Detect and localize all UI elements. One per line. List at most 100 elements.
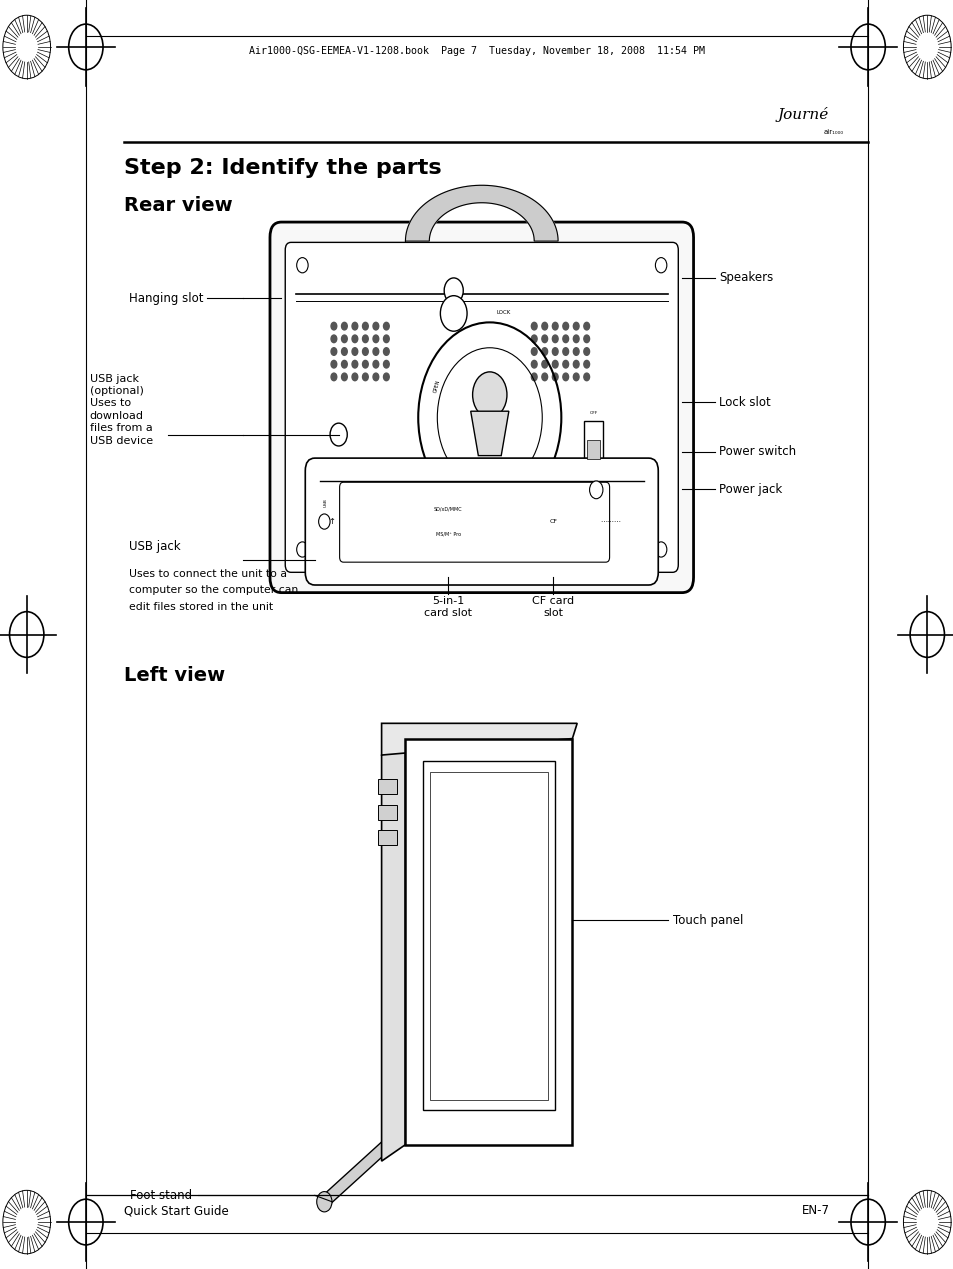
Text: SD/xD/MMC: SD/xD/MMC (434, 506, 462, 511)
Circle shape (531, 348, 537, 355)
Text: Quick Start Guide: Quick Start Guide (124, 1204, 229, 1217)
Bar (317, 461, 333, 491)
Circle shape (562, 348, 568, 355)
Circle shape (331, 348, 336, 355)
Circle shape (383, 322, 389, 330)
Circle shape (352, 348, 357, 355)
Circle shape (444, 278, 463, 303)
Circle shape (373, 322, 378, 330)
Circle shape (589, 481, 602, 499)
Text: MS/M⁺ Pro: MS/M⁺ Pro (436, 532, 460, 537)
Text: ON: ON (590, 491, 597, 495)
Circle shape (541, 335, 547, 343)
Circle shape (383, 360, 389, 368)
Text: Step 2: Identify the parts: Step 2: Identify the parts (124, 157, 441, 178)
Circle shape (562, 360, 568, 368)
Circle shape (573, 348, 578, 355)
Circle shape (552, 373, 558, 381)
Circle shape (352, 335, 357, 343)
Text: Journé: Journé (777, 107, 828, 122)
Circle shape (362, 322, 368, 330)
Text: Foot stand: Foot stand (130, 1189, 192, 1202)
Circle shape (531, 322, 537, 330)
Text: LOCK: LOCK (497, 310, 511, 315)
Circle shape (583, 322, 589, 330)
Circle shape (552, 322, 558, 330)
Circle shape (352, 373, 357, 381)
Circle shape (583, 360, 589, 368)
Circle shape (362, 335, 368, 343)
Circle shape (562, 322, 568, 330)
Circle shape (541, 322, 547, 330)
Circle shape (541, 373, 547, 381)
Text: air₁₀₀₀: air₁₀₀₀ (822, 129, 842, 136)
Circle shape (373, 373, 378, 381)
Bar (377, 830, 396, 845)
Text: CF: CF (549, 519, 557, 524)
Text: ⋯⋯⋯: ⋯⋯⋯ (599, 519, 620, 524)
Circle shape (573, 322, 578, 330)
Circle shape (362, 360, 368, 368)
Bar (377, 779, 396, 794)
Circle shape (531, 335, 537, 343)
Circle shape (331, 360, 336, 368)
FancyBboxPatch shape (339, 482, 609, 562)
Text: Rear view: Rear view (124, 197, 233, 214)
Circle shape (440, 296, 467, 331)
Text: computer so the computer can: computer so the computer can (129, 585, 297, 595)
Text: Power switch: Power switch (719, 445, 796, 458)
Text: USB jack
(optional)
Uses to
download
files from a
USB device: USB jack (optional) Uses to download fil… (90, 373, 152, 445)
Circle shape (341, 322, 347, 330)
Text: Touch panel: Touch panel (672, 914, 742, 926)
Polygon shape (381, 723, 577, 755)
Circle shape (341, 348, 347, 355)
Circle shape (373, 335, 378, 343)
Polygon shape (405, 739, 572, 1145)
Polygon shape (405, 185, 558, 241)
Text: Air1000-QSG-EEMEA-V1-1208.book  Page 7  Tuesday, November 18, 2008  11:54 PM: Air1000-QSG-EEMEA-V1-1208.book Page 7 Tu… (249, 46, 704, 56)
Text: 5-in-1
card slot: 5-in-1 card slot (424, 596, 472, 618)
Circle shape (552, 360, 558, 368)
Circle shape (352, 322, 357, 330)
Circle shape (362, 373, 368, 381)
Text: USB jack: USB jack (129, 541, 180, 553)
Polygon shape (321, 1114, 417, 1207)
Text: USB: USB (323, 499, 327, 508)
Circle shape (316, 1192, 332, 1212)
Text: CF card
slot: CF card slot (532, 596, 574, 618)
Text: OFF: OFF (589, 411, 597, 415)
Circle shape (383, 373, 389, 381)
FancyBboxPatch shape (285, 242, 678, 572)
Circle shape (383, 348, 389, 355)
FancyBboxPatch shape (270, 222, 693, 593)
Circle shape (583, 348, 589, 355)
Text: edit files stored in the unit: edit files stored in the unit (129, 602, 273, 612)
Circle shape (573, 335, 578, 343)
Circle shape (552, 348, 558, 355)
Text: Left view: Left view (124, 666, 225, 684)
Circle shape (583, 373, 589, 381)
Text: OPEN: OPEN (433, 378, 441, 393)
Circle shape (373, 360, 378, 368)
Polygon shape (422, 761, 555, 1110)
Text: Hanging slot: Hanging slot (129, 292, 203, 305)
Text: Uses to connect the unit to a: Uses to connect the unit to a (129, 569, 287, 579)
Polygon shape (381, 739, 405, 1161)
Bar (586, 440, 599, 459)
Circle shape (373, 348, 378, 355)
Circle shape (383, 335, 389, 343)
Circle shape (573, 360, 578, 368)
Polygon shape (470, 411, 508, 456)
Circle shape (352, 360, 357, 368)
Circle shape (541, 348, 547, 355)
Text: EN-7: EN-7 (801, 1204, 829, 1217)
Text: ↑: ↑ (328, 516, 335, 527)
FancyBboxPatch shape (305, 458, 658, 585)
Circle shape (531, 360, 537, 368)
Bar (583, 421, 602, 482)
Circle shape (341, 360, 347, 368)
Circle shape (331, 322, 336, 330)
Circle shape (573, 373, 578, 381)
Text: Lock slot: Lock slot (719, 396, 770, 409)
Text: Power jack: Power jack (719, 482, 781, 496)
